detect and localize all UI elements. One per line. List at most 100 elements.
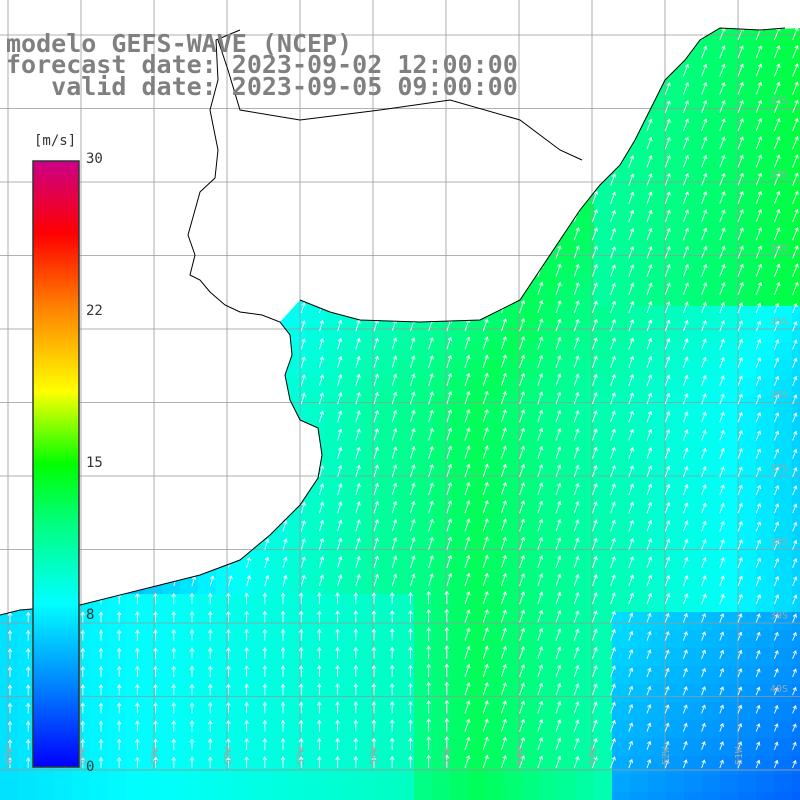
speed-cell [594,288,613,307]
speed-cell [792,504,800,523]
wind-arrow [755,190,763,204]
speed-cell [90,684,109,703]
wind-arrow [792,154,799,168]
speed-cell [468,324,487,343]
speed-cell [486,378,505,397]
speed-cell [468,432,487,451]
wind-arrow [701,100,708,113]
speed-cell [270,702,289,721]
speed-cell [684,414,703,433]
speed-cell [540,342,559,361]
speed-cell [576,432,595,451]
speed-cell [684,576,703,595]
speed-cell [486,702,505,721]
speed-cell [90,648,109,667]
speed-cell [648,648,667,667]
speed-cell [684,630,703,649]
speed-cell [378,504,397,523]
speed-cell [648,180,667,199]
speed-cell [270,630,289,649]
speed-cell [126,738,145,757]
speed-cell [450,720,469,739]
speed-cell [720,432,739,451]
speed-cell [576,486,595,505]
speed-cell [774,630,793,649]
speed-cell [486,756,505,775]
wind-arrow [701,154,708,168]
speed-cell [504,324,523,343]
speed-cell [594,432,613,451]
speed-cell [540,594,559,613]
speed-cell [756,486,775,505]
speed-cell [270,576,289,595]
speed-cell [756,90,775,109]
speed-cell [792,252,800,271]
speed-cell [306,558,325,577]
speed-cell [792,720,800,739]
speed-cell [396,720,415,739]
speed-cell [738,216,757,235]
speed-cell [396,342,415,361]
speed-cell [756,360,775,379]
speed-cell [540,702,559,721]
speed-cell [414,612,433,631]
latitude-label: 37S [770,464,788,475]
speed-cell [504,594,523,613]
speed-cell [468,360,487,379]
speed-cell [540,432,559,451]
speed-cell [792,36,800,55]
wind-arrow [628,191,635,204]
speed-cell [756,72,775,91]
speed-cell [648,720,667,739]
speed-cell [306,522,325,541]
speed-cell [756,684,775,703]
speed-cell [540,558,559,577]
speed-cell [648,702,667,721]
speed-cell [648,486,667,505]
speed-cell [756,126,775,145]
speed-cell [450,684,469,703]
speed-cell [378,360,397,379]
speed-cell [144,684,163,703]
speed-cell [414,792,433,800]
speed-cell [720,486,739,505]
speed-cell [792,234,800,253]
speed-cell [450,774,469,793]
speed-cell [684,468,703,487]
speed-cell [756,144,775,163]
speed-cell [450,504,469,523]
speed-cell [432,486,451,505]
speed-cell [540,288,559,307]
speed-cell [198,612,217,631]
speed-cell [738,720,757,739]
speed-cell [594,792,613,800]
speed-cell [666,360,685,379]
speed-cell [558,774,577,793]
speed-cell [450,522,469,541]
speed-cell [612,792,631,800]
speed-cell [612,270,631,289]
speed-cell [216,630,235,649]
speed-cell [666,576,685,595]
speed-cell [90,630,109,649]
speed-cell [594,270,613,289]
wind-arrow [792,208,799,223]
speed-cell [738,36,757,55]
speed-cell [594,342,613,361]
speed-cell [666,594,685,613]
wind-arrow [646,173,653,186]
speed-cell [288,738,307,757]
speed-cell [288,576,307,595]
speed-cell [702,414,721,433]
speed-cell [522,414,541,433]
title-valid-date: valid date: 2023-09-05 09:00:00 [6,72,518,101]
speed-cell [738,306,757,325]
speed-cell [594,216,613,235]
wind-arrow [792,99,799,113]
speed-cell [504,612,523,631]
speed-cell [684,90,703,109]
speed-cell [576,450,595,469]
speed-cell [540,468,559,487]
speed-cell [576,594,595,613]
speed-cell [666,216,685,235]
